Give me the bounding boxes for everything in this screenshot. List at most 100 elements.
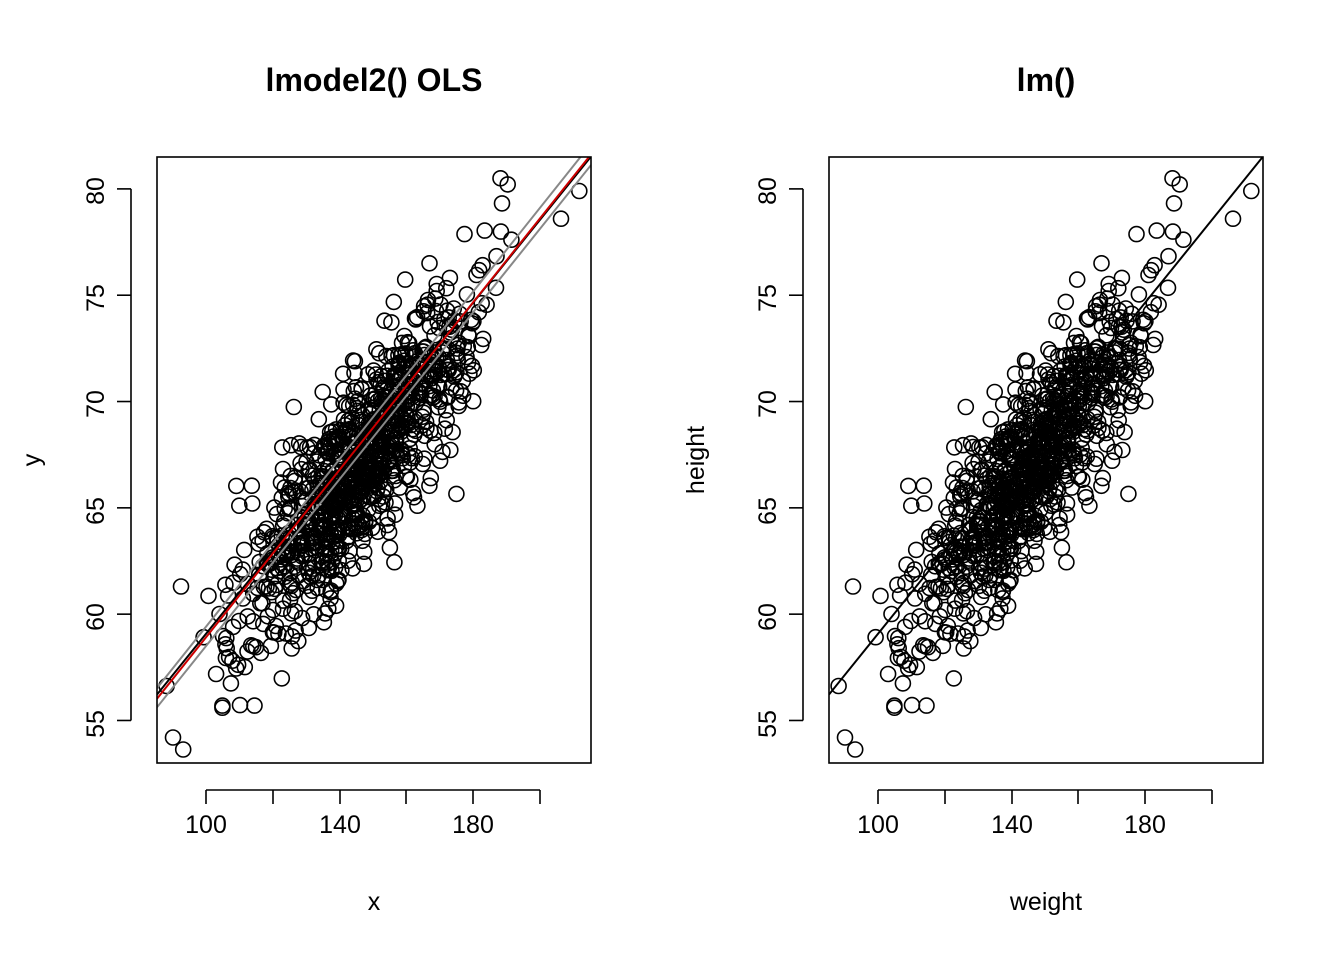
- data-point: [915, 477, 933, 495]
- data-point: [1055, 435, 1073, 452]
- data-point: [207, 665, 225, 683]
- data-point: [1049, 401, 1066, 419]
- data-point: [1088, 450, 1105, 468]
- data-point: [953, 485, 970, 503]
- data-point: [370, 373, 387, 391]
- data-point: [872, 587, 889, 605]
- data-point: [1103, 393, 1121, 411]
- data-point: [1027, 449, 1044, 467]
- y-tick-label: 60: [754, 603, 782, 631]
- data-point: [1140, 266, 1157, 284]
- data-point: [429, 377, 447, 394]
- regression-line: [157, 164, 591, 708]
- data-point: [250, 535, 268, 553]
- data-point: [393, 418, 410, 436]
- data-point: [440, 358, 458, 375]
- data-point: [383, 314, 400, 331]
- x-axis: [877, 789, 1213, 804]
- data-point: [1056, 462, 1074, 480]
- data-point: [1102, 319, 1120, 337]
- data-point: [235, 541, 253, 559]
- y-tick-label: 55: [82, 710, 110, 738]
- data-point: [1136, 392, 1154, 410]
- data-point: [964, 438, 982, 456]
- data-point: [1094, 469, 1112, 487]
- data-point: [1044, 376, 1061, 394]
- data-point: [335, 394, 352, 412]
- data-point: [416, 450, 433, 468]
- data-point: [231, 497, 248, 515]
- data-point: [1012, 412, 1029, 429]
- data-point: [493, 195, 511, 212]
- data-point: [902, 497, 920, 515]
- data-point: [986, 383, 1004, 401]
- y-tick-label: 80: [82, 177, 110, 205]
- data-point: [936, 527, 953, 545]
- data-point: [307, 529, 325, 546]
- data-point: [404, 341, 422, 359]
- data-point: [286, 602, 304, 620]
- data-point: [1130, 348, 1147, 366]
- data-point: [492, 170, 509, 187]
- data-point: [401, 471, 419, 489]
- data-point: [1160, 247, 1177, 265]
- data-point: [404, 484, 422, 502]
- data-point: [344, 510, 362, 528]
- data-point: [1055, 314, 1072, 331]
- data-point: [1058, 506, 1076, 524]
- data-point: [272, 474, 290, 491]
- data-point: [376, 312, 393, 330]
- data-point: [1089, 339, 1106, 357]
- y-tick-label: 70: [82, 390, 110, 418]
- data-point: [1031, 468, 1049, 486]
- data-point: [403, 449, 421, 467]
- x-axis: [205, 789, 541, 804]
- data-point: [1080, 308, 1098, 326]
- data-point: [1086, 408, 1103, 426]
- data-point: [916, 612, 934, 630]
- data-point: [384, 462, 402, 480]
- data-point: [890, 639, 908, 657]
- data-point: [330, 491, 347, 509]
- data-point: [319, 600, 337, 618]
- data-point: [319, 444, 337, 462]
- data-point: [258, 578, 275, 595]
- data-point: [224, 618, 242, 636]
- data-point: [1044, 472, 1061, 490]
- data-point: [1093, 254, 1110, 272]
- data-point: [346, 364, 363, 382]
- data-point: [889, 576, 906, 594]
- data-point: [953, 499, 971, 517]
- data-point: [1093, 477, 1110, 495]
- data-point: [366, 468, 384, 486]
- chart-title: lmodel2() OLS: [266, 62, 483, 98]
- data-point: [945, 670, 963, 687]
- data-point: [956, 584, 974, 602]
- data-point: [954, 436, 972, 454]
- data-point: [319, 433, 337, 451]
- data-point: [989, 478, 1007, 496]
- data-point: [1018, 352, 1036, 370]
- data-point: [938, 580, 956, 598]
- data-point: [401, 439, 419, 457]
- data-point: [366, 487, 383, 504]
- data-point: [314, 383, 332, 401]
- data-point: [468, 266, 485, 284]
- data-point: [1101, 377, 1118, 394]
- y-tick-label: 70: [754, 390, 782, 418]
- data-point: [267, 617, 285, 635]
- data-point: [1095, 387, 1112, 404]
- data-point: [270, 548, 288, 566]
- data-point: [896, 618, 914, 636]
- data-point: [1068, 271, 1086, 288]
- data-point: [443, 379, 460, 396]
- data-point: [374, 432, 392, 450]
- data-point: [1063, 370, 1081, 388]
- data-point: [316, 605, 334, 622]
- data-point: [214, 699, 231, 717]
- data-point: [1079, 410, 1096, 428]
- data-point: [474, 256, 491, 274]
- data-point: [1018, 364, 1035, 382]
- data-point: [908, 658, 926, 676]
- data-point: [991, 600, 1009, 618]
